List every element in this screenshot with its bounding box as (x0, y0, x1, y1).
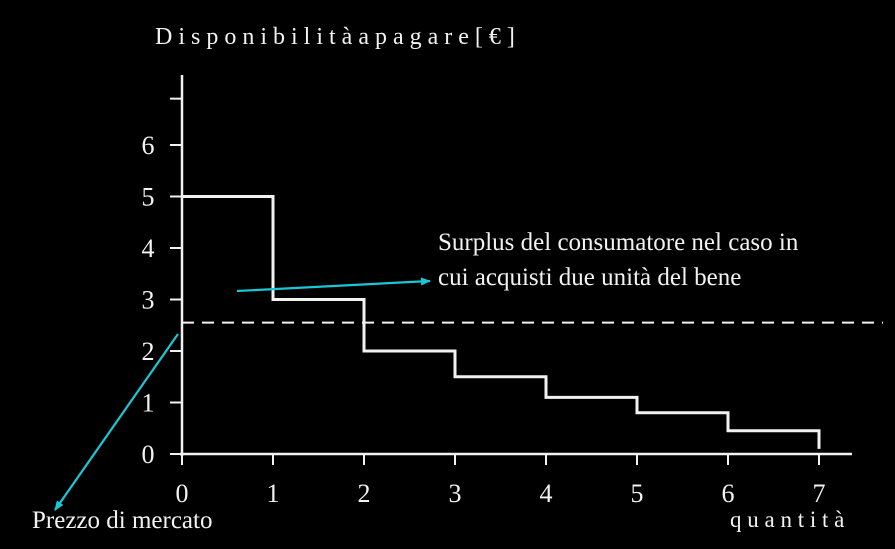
x-tick-label-1: 1 (267, 479, 280, 508)
surplus-annotation-line-2: cui acquisti due unità del bene (438, 264, 741, 291)
axes (180, 75, 852, 456)
x-tick-label-5: 5 (631, 479, 644, 508)
x-tick-label-4: 4 (540, 479, 553, 508)
surplus-arrow (236, 277, 431, 293)
y-tick-label-0: 0 (142, 440, 155, 469)
y-tick-label-6: 6 (142, 131, 155, 160)
x-tick-label-3: 3 (449, 479, 462, 508)
x-tick-label-0: 0 (176, 479, 189, 508)
x-tick-label-7: 7 (813, 479, 826, 508)
y-tick-label-5: 5 (142, 183, 155, 212)
ticks: 0 1 2 3 4 5 6 0 1 2 3 4 5 6 7 (142, 97, 826, 508)
market-price-label: Prezzo di mercato (32, 507, 212, 534)
x-tick-label-6: 6 (722, 479, 735, 508)
series (182, 195, 883, 449)
market-price-arrow (54, 333, 179, 511)
demand-step-line (182, 195, 821, 449)
annotation-arrows (54, 277, 431, 511)
y-axis-label: D i s p o n i b i l i t à a p a g a r e … (155, 24, 515, 50)
y-tick-label-1: 1 (142, 389, 155, 418)
x-tick-label-2: 2 (358, 479, 371, 508)
surplus-annotation-line-1: Surplus del consumatore nel caso in (438, 229, 799, 256)
y-tick-label-4: 4 (142, 234, 155, 263)
y-tick-label-3: 3 (142, 286, 155, 315)
y-tick-label-2: 2 (142, 337, 155, 366)
x-axis-label: q u a n t i t à (730, 507, 844, 532)
